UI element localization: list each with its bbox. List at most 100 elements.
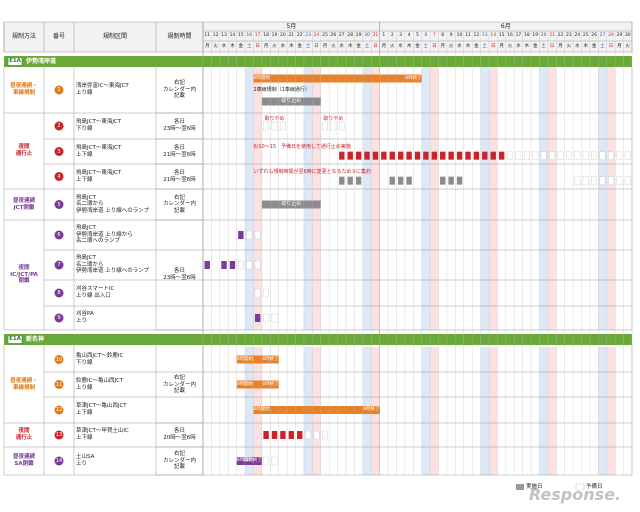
mark-start-label: 6時開始 xyxy=(236,458,254,464)
day-cell xyxy=(591,176,598,185)
weekday-label: 木 xyxy=(406,43,412,49)
weekend-column xyxy=(547,347,557,475)
weekend-column xyxy=(489,347,498,475)
day-cell xyxy=(574,151,581,160)
weekend-column xyxy=(480,347,489,475)
mark-end-label: 6時終了 xyxy=(405,75,422,81)
weekend-column xyxy=(598,67,607,330)
weekend-column xyxy=(606,347,616,475)
number-badge xyxy=(54,313,64,323)
day-label: 27 xyxy=(338,33,345,39)
day-cell xyxy=(271,121,278,131)
weekday-label: 日 xyxy=(432,43,437,49)
header-bg xyxy=(3,21,633,53)
day-label: 5 xyxy=(416,33,419,39)
day-label: 12 xyxy=(212,33,219,39)
schedule-mark xyxy=(254,314,261,322)
legend-done-label: 実施日 xyxy=(526,483,543,490)
row-section: 草津JCT～亀山西JCT 上下線 xyxy=(76,403,127,416)
day-cell xyxy=(440,176,446,185)
day-cell xyxy=(305,430,312,440)
weekend-column xyxy=(547,67,557,330)
weekday-label: 土 xyxy=(305,43,311,49)
schedule-mark xyxy=(246,230,261,240)
schedule-mark xyxy=(263,313,278,323)
schedule-mark xyxy=(339,176,362,185)
schedule-mark xyxy=(261,97,321,106)
method-cell: 昼夜連続・ 車線規制 xyxy=(10,83,38,96)
day-label: 11 xyxy=(465,33,471,39)
weekday-label: 土 xyxy=(423,43,429,49)
row-section: 飛島JCT～東海JCT 下り線 xyxy=(76,119,122,132)
day-cell xyxy=(599,151,606,160)
day-label: 16 xyxy=(246,33,253,39)
day-cell xyxy=(271,456,278,466)
section-name: 伊勢湾岸道 xyxy=(26,57,57,65)
number-badge xyxy=(54,405,64,415)
mark-label: 取り止め xyxy=(281,98,302,104)
day-cell xyxy=(339,151,345,160)
day-cell xyxy=(608,151,614,160)
schedule-mark xyxy=(263,456,278,466)
weekday-label: 水 xyxy=(457,43,462,49)
number-badge xyxy=(54,260,64,270)
day-label: 22 xyxy=(296,33,303,39)
header-section: 規制区間 xyxy=(102,33,127,41)
day-label: 18 xyxy=(263,33,269,39)
number-badge xyxy=(54,147,64,156)
weekend-column xyxy=(245,347,254,475)
weekday-label: 日 xyxy=(549,43,555,49)
row-number: 1 xyxy=(57,87,61,93)
day-label: 23 xyxy=(566,33,572,39)
day-cell xyxy=(624,176,631,185)
day-cell xyxy=(246,260,253,270)
weekday-label: 日 xyxy=(490,43,496,49)
day-cell xyxy=(456,176,463,185)
watermark: Response. xyxy=(528,485,622,505)
day-label: 19 xyxy=(532,33,539,39)
day-label: 28 xyxy=(347,33,354,39)
weekday-label: 月 xyxy=(558,43,563,49)
month-label: 5月 xyxy=(286,22,297,30)
day-cell xyxy=(254,288,261,298)
day-cell xyxy=(448,151,454,160)
row-section: 飛島JCT～東海JCT 上下線 xyxy=(76,169,122,183)
day-cell xyxy=(498,151,505,160)
day-label: 14 xyxy=(490,33,497,39)
day-cell xyxy=(322,430,328,440)
weekday-label: 月 xyxy=(204,43,210,49)
day-label: 26 xyxy=(591,33,597,39)
day-label: 25 xyxy=(322,33,328,39)
legend-done xyxy=(516,484,524,490)
row-section: 亀山西JCT～鈴鹿IC 下り線 xyxy=(76,352,124,366)
day-cell xyxy=(263,121,270,131)
number-badge xyxy=(54,456,64,466)
number-badge xyxy=(54,430,64,440)
day-label: 7 xyxy=(432,33,436,39)
row-section: 草津JCT～甲賀土山IC 上下線 xyxy=(76,428,129,441)
weekday-label: 月 xyxy=(381,43,387,49)
weekend-column xyxy=(421,67,431,330)
row-number: 4 xyxy=(57,173,61,180)
weekday-label: 火 xyxy=(272,43,277,49)
day-label: 3 xyxy=(399,33,403,39)
number-badge xyxy=(54,355,64,364)
day-cell xyxy=(297,431,303,439)
day-cell xyxy=(280,431,286,439)
day-cell xyxy=(490,151,496,160)
weekday-label: 月 xyxy=(263,43,269,49)
day-cell xyxy=(330,121,337,131)
bar xyxy=(236,380,279,389)
month-label: 6月 xyxy=(500,22,511,30)
day-cell xyxy=(574,176,581,185)
mark-label: 取りやめ xyxy=(264,115,285,122)
day-cell xyxy=(397,176,404,185)
section-band xyxy=(4,334,632,345)
day-label: 14 xyxy=(229,33,236,39)
day-label: 21 xyxy=(288,33,295,39)
row-number: 13 xyxy=(55,432,63,438)
day-cell xyxy=(616,151,623,160)
weekday-label: 土 xyxy=(364,43,370,49)
day-cell xyxy=(473,151,480,160)
day-label: 11 xyxy=(204,33,211,39)
